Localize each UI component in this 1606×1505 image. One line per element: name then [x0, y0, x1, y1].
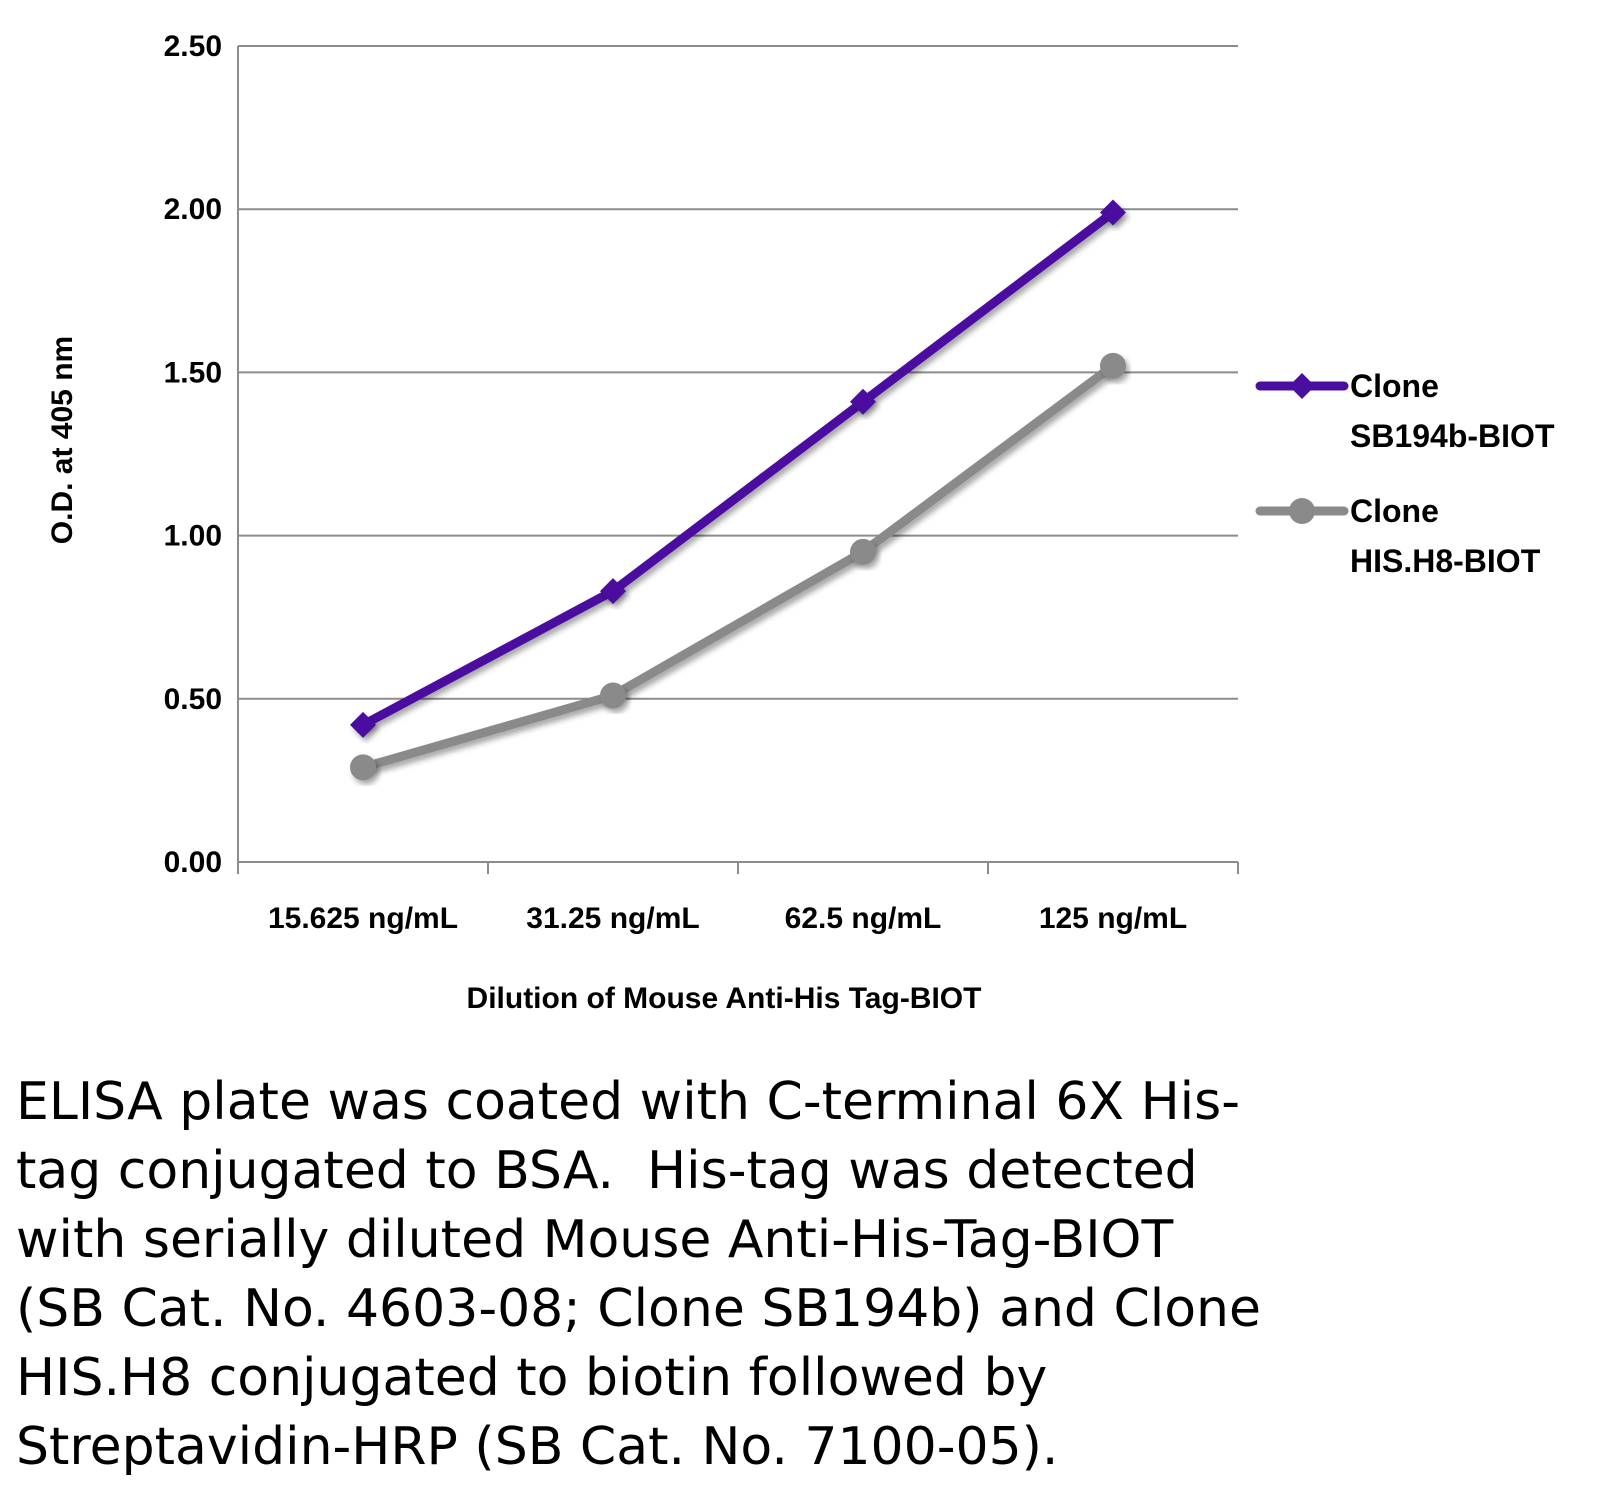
legend-label: Clone [1350, 493, 1439, 529]
data-point [850, 388, 876, 415]
series-1 [350, 199, 1126, 738]
series-2 [350, 352, 1126, 781]
x-axis-title: Dilution of Mouse Anti-His Tag-BIOT [467, 982, 982, 1015]
legend-label: HIS.H8-BIOT [1350, 543, 1541, 579]
x-tick-label: 15.625 ng/mL [268, 902, 458, 935]
x-tick-label: 62.5 ng/mL [785, 902, 942, 935]
legend-label: Clone [1350, 368, 1439, 404]
caption-line: tag conjugated to BSA. His-tag was detec… [16, 1141, 1198, 1201]
legend-item-1: Clone SB194b-BIOT [1255, 368, 1555, 454]
caption-line: with serially diluted Mouse Anti-His-Tag… [16, 1210, 1174, 1270]
y-tick-label: 0.50 [164, 683, 222, 716]
axes: 0.00 0.50 1.00 1.50 2.00 2.50 15.625 ng/mL 31.2… [164, 30, 1239, 935]
series-line [358, 361, 1118, 772]
data-point [600, 578, 626, 605]
data-point [1100, 352, 1126, 379]
caption-line: HIS.H8 conjugated to biotin followed by [16, 1348, 1048, 1408]
legend-marker [1289, 498, 1315, 524]
y-tick-label: 1.00 [164, 520, 222, 553]
data-point [1100, 199, 1126, 226]
data-point [350, 711, 376, 738]
caption-line: (SB Cat. No. 4603-08; Clone SB194b) and … [16, 1279, 1261, 1339]
x-tick-label: 31.25 ng/mL [526, 902, 699, 935]
y-axis-title: O.D. at 405 nm [46, 336, 79, 544]
y-tick-label: 2.00 [164, 193, 222, 226]
y-tick-label: 0.00 [164, 846, 222, 879]
data-point [350, 754, 376, 781]
series-group [350, 199, 1126, 781]
series-line [358, 207, 1118, 730]
data-point [600, 682, 626, 709]
legend-item-2: Clone HIS.H8-BIOT [1255, 493, 1541, 579]
figure-caption: ELISA plate was coated with C-terminal 6… [16, 1068, 1576, 1482]
caption-line: ELISA plate was coated with C-terminal 6… [16, 1072, 1240, 1132]
gridlines [238, 45, 1238, 700]
line-chart: 0.00 0.50 1.00 1.50 2.00 2.50 15.625 ng/mL 31.2… [46, 30, 1555, 1015]
x-tick-label: 125 ng/mL [1039, 902, 1187, 935]
y-tick-label: 1.50 [164, 356, 222, 389]
y-tick-label: 2.50 [164, 30, 222, 63]
legend: Clone SB194b-BIOT Clone HIS.H8-BIOT [1255, 368, 1555, 579]
caption-line: Streptavidin-HRP (SB Cat. No. 7100-05). [16, 1417, 1059, 1477]
legend-label: SB194b-BIOT [1350, 418, 1555, 454]
legend-marker [1289, 373, 1315, 399]
data-point [850, 538, 876, 565]
